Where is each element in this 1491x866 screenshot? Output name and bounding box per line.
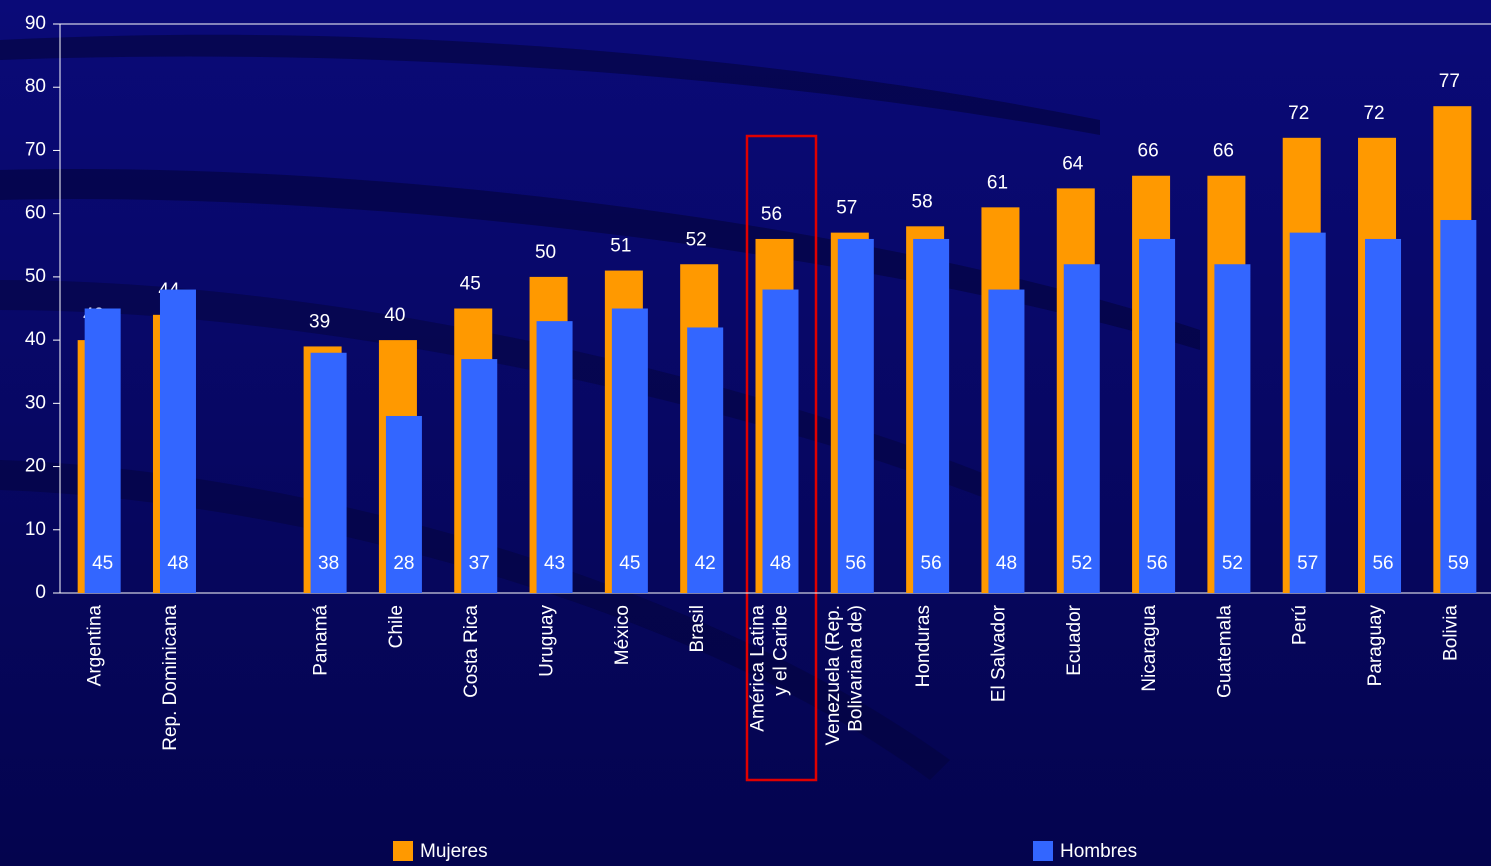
value-label: 48	[167, 553, 188, 574]
bar	[84, 308, 121, 593]
value-label: 52	[686, 229, 707, 250]
x-tick-label: Panamá	[311, 605, 332, 676]
x-tick-label: Venezuela (Rep.Bolivariana de)	[823, 605, 867, 746]
value-label: 52	[1222, 553, 1243, 574]
value-label: 57	[836, 198, 857, 219]
x-tick-label: América Latinay el Caribe	[748, 605, 792, 732]
value-label: 59	[1448, 553, 1469, 574]
y-tick-label: 40	[25, 329, 46, 350]
y-tick-label: 10	[25, 519, 46, 540]
value-label: 56	[845, 553, 866, 574]
bar	[913, 238, 950, 593]
value-label: 28	[393, 553, 414, 574]
bar	[1063, 264, 1100, 593]
value-label: 64	[1062, 153, 1084, 174]
value-label: 66	[1138, 141, 1159, 162]
legend-label: Mujeres	[420, 841, 488, 862]
highlight-box	[745, 134, 818, 782]
x-tick-label: Nicaragua	[1139, 605, 1160, 692]
value-label: 50	[535, 242, 556, 263]
y-tick-label: 70	[25, 139, 46, 160]
value-label: 45	[619, 553, 640, 574]
value-label: 66	[1213, 141, 1234, 162]
bar	[310, 352, 347, 593]
value-label: 42	[695, 553, 716, 574]
value-label: 48	[996, 553, 1017, 574]
x-tick-label: Perú	[1290, 605, 1311, 645]
x-tick-label: Chile	[386, 605, 407, 648]
legend-label: Hombres	[1060, 841, 1137, 862]
value-label: 45	[92, 553, 113, 574]
x-tick-label: Guatemala	[1214, 605, 1235, 698]
value-label: 43	[544, 553, 565, 574]
bar	[159, 289, 196, 593]
value-label: 56	[1372, 553, 1393, 574]
x-tick-label: Argentina	[85, 605, 106, 687]
bar	[837, 238, 874, 593]
value-label: 56	[921, 553, 942, 574]
legend-swatch	[1033, 841, 1053, 861]
value-label: 77	[1439, 71, 1460, 92]
x-tick-label: Rep. Dominicana	[160, 605, 181, 751]
x-tick-label: El Salvador	[988, 604, 1009, 702]
y-tick-label: 80	[25, 76, 46, 97]
x-tick-label: Uruguay	[537, 605, 558, 677]
x-tick-label: Ecuador	[1064, 604, 1085, 675]
bar	[1214, 264, 1251, 593]
legend-swatch	[393, 841, 413, 861]
bar	[611, 308, 648, 593]
y-tick-label: 30	[25, 392, 46, 413]
x-tick-label: Costa Rica	[461, 605, 482, 698]
value-label: 45	[460, 274, 481, 295]
swoosh	[0, 280, 1000, 500]
value-label: 48	[770, 553, 791, 574]
x-tick-label: Honduras	[913, 605, 934, 687]
x-tick-label: Paraguay	[1365, 605, 1386, 687]
y-tick-label: 90	[25, 13, 46, 34]
value-label: 72	[1288, 103, 1309, 124]
bar	[385, 415, 422, 593]
bar	[461, 359, 498, 593]
y-tick-label: 20	[25, 456, 46, 477]
y-tick-label: 60	[25, 203, 46, 224]
x-tick-label: Bolivia	[1440, 605, 1461, 661]
value-label: 38	[318, 553, 339, 574]
bar	[762, 289, 799, 593]
x-tick-label: México	[612, 605, 633, 665]
swoosh	[0, 169, 1200, 350]
bar	[988, 289, 1025, 593]
bar	[1289, 232, 1326, 593]
y-tick-label: 0	[35, 582, 46, 603]
value-label: 39	[309, 311, 330, 332]
value-label: 57	[1297, 553, 1318, 574]
bar	[1440, 219, 1477, 593]
bar	[687, 327, 724, 593]
y-tick-label: 50	[25, 266, 46, 287]
value-label: 40	[384, 305, 405, 326]
bar	[1139, 238, 1176, 593]
value-label: 58	[912, 191, 933, 212]
bar	[536, 321, 573, 593]
value-label: 72	[1363, 103, 1384, 124]
x-tick-label: Brasil	[687, 605, 708, 653]
value-label: 61	[987, 172, 1008, 193]
bar	[1365, 238, 1402, 593]
value-label: 56	[1147, 553, 1168, 574]
value-label: 56	[761, 204, 782, 225]
value-label: 51	[610, 236, 631, 257]
value-label: 37	[469, 553, 490, 574]
value-label: 52	[1071, 553, 1092, 574]
swoosh	[0, 34, 1100, 135]
